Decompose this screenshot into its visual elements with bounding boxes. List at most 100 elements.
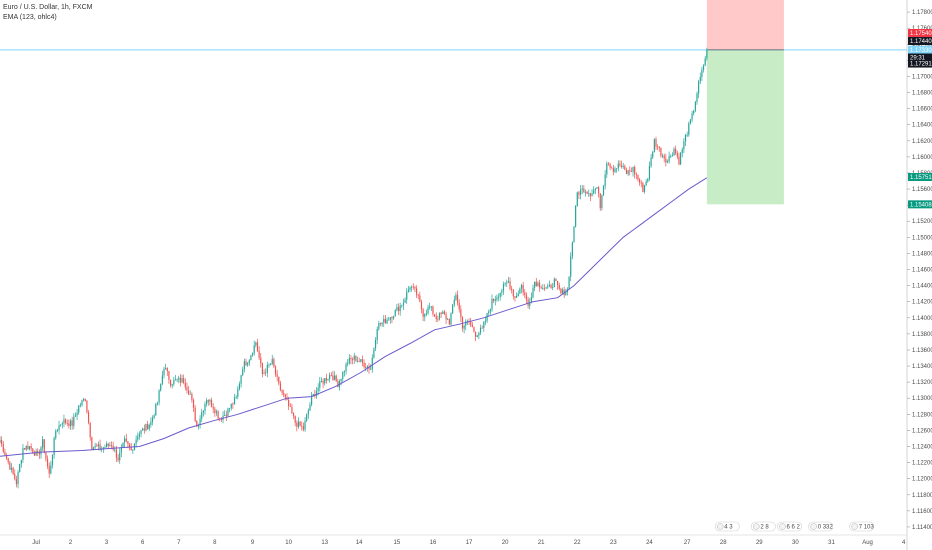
y-tick-label: 1.16200 <box>912 139 932 145</box>
candle-body <box>634 167 635 174</box>
x-tick-label: 9 <box>251 540 255 546</box>
candle-body <box>0 440 1 442</box>
candle-body <box>78 406 79 413</box>
candle-body <box>177 379 178 380</box>
candle-body <box>544 288 545 289</box>
y-tick-label: 1.14000 <box>912 316 932 322</box>
y-tick-label: 1.16000 <box>912 155 932 161</box>
price-tag-label: 1.17330 <box>910 48 932 54</box>
candle-body <box>260 358 261 363</box>
candle-body <box>275 367 276 375</box>
candle-body <box>32 449 33 453</box>
candle-body <box>195 408 196 421</box>
candle-body <box>293 413 294 416</box>
candle-body <box>459 303 460 309</box>
candle-body <box>165 368 166 369</box>
candle-body <box>318 388 319 391</box>
candle-body <box>554 279 555 287</box>
candle-body <box>631 171 632 172</box>
candle-body <box>595 189 596 191</box>
candle-body <box>327 379 328 381</box>
candle-body <box>21 460 22 464</box>
candle-body <box>354 356 355 360</box>
candle-body <box>418 294 419 295</box>
candle-body <box>501 291 502 293</box>
candle-body <box>514 296 515 298</box>
candle-body <box>657 147 658 148</box>
candle-body <box>557 281 558 285</box>
candle-body <box>375 340 376 348</box>
candle-body <box>460 309 461 317</box>
candle-body <box>391 317 392 318</box>
candle-body <box>88 412 89 422</box>
candle-body <box>498 297 499 298</box>
candle-body <box>257 342 258 350</box>
candle-body <box>593 190 594 193</box>
candle-body <box>252 353 253 355</box>
candle-body <box>304 421 305 430</box>
candle-body <box>575 206 576 227</box>
candle-body <box>370 369 371 370</box>
candle-body <box>555 279 556 281</box>
candle-body <box>377 329 378 340</box>
candle-body <box>698 82 699 94</box>
candle-body <box>254 345 255 353</box>
candle-body <box>690 120 691 124</box>
candle-body <box>70 420 71 426</box>
candle-body <box>636 174 637 175</box>
candle-body <box>573 227 574 243</box>
event-marker-icon <box>753 524 759 530</box>
candle-body <box>175 380 176 381</box>
candle-body <box>211 400 212 407</box>
candle-body <box>445 314 446 319</box>
candle-body <box>216 411 217 412</box>
candle-body <box>383 319 384 323</box>
candle-body <box>500 293 501 297</box>
candle-body <box>549 285 550 286</box>
x-tick-label: 20 <box>502 540 509 546</box>
candle-body <box>277 374 278 376</box>
candle-body <box>249 360 250 363</box>
candle-body <box>609 164 610 168</box>
candle-body <box>447 319 448 320</box>
candle-body <box>244 361 245 369</box>
candle-body <box>665 158 666 162</box>
candle-body <box>380 323 381 324</box>
candle-body <box>475 332 476 337</box>
y-tick-label: 1.13400 <box>912 364 932 370</box>
candle-body <box>237 389 238 396</box>
candle-body <box>357 361 358 362</box>
candle-body <box>11 468 12 470</box>
candle-body <box>388 320 389 321</box>
candle-body <box>191 394 192 400</box>
candle-body <box>629 170 630 171</box>
candle-body <box>578 192 579 194</box>
candle-body <box>621 165 622 167</box>
candle-body <box>273 359 274 367</box>
x-tick-label: 22 <box>574 540 581 546</box>
candle-body <box>96 446 97 447</box>
price-tag-label: 1.15408 <box>910 202 932 208</box>
candle-body <box>349 358 350 363</box>
candle-body <box>365 367 366 368</box>
candle-body <box>662 156 663 157</box>
candle-body <box>580 190 581 195</box>
candle-body <box>496 298 497 300</box>
candle-body <box>678 157 679 165</box>
candle-body <box>140 430 141 434</box>
candle-body <box>52 455 53 465</box>
candle-body <box>124 439 125 443</box>
candle-body <box>116 450 117 458</box>
x-tick-label: 27 <box>684 540 691 546</box>
event-marker-icon <box>852 524 858 530</box>
candle-body <box>199 419 200 425</box>
y-tick-label: 1.15000 <box>912 235 932 241</box>
candle-body <box>613 168 614 172</box>
candle-body <box>186 387 187 390</box>
candle-body <box>81 400 82 405</box>
x-tick-label: 8 <box>213 540 217 546</box>
candle-body <box>16 479 17 484</box>
candle-body <box>68 423 69 425</box>
